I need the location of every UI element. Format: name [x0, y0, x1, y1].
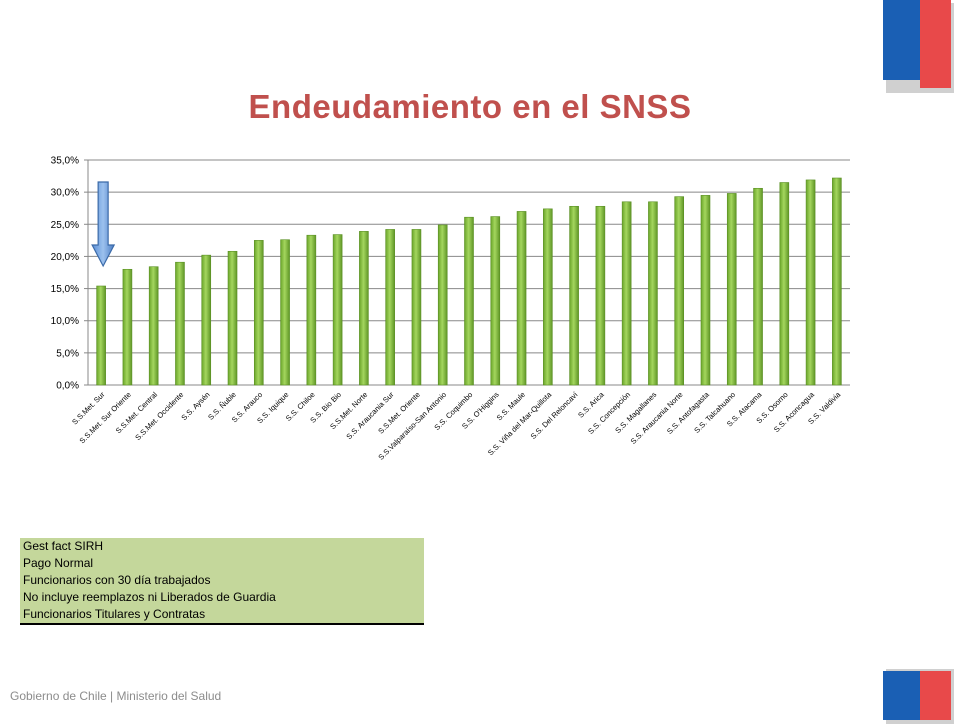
notes-line: Funcionarios con 30 día trabajados [23, 573, 211, 587]
bar [201, 254, 212, 386]
bar [621, 201, 632, 386]
notes-line: Gest fact SIRH [23, 539, 104, 553]
bar [227, 250, 238, 386]
notes-line: Pago Normal [23, 556, 94, 570]
bar [543, 208, 553, 386]
slide-title: Endeudamiento en el SNSS [248, 88, 692, 125]
bar [385, 229, 395, 386]
bar [516, 211, 527, 386]
notes-box: Gest fact SIRH Pago Normal Funcionarios co… [20, 538, 424, 625]
x-tick-label: S.S.Met. Occidente [133, 390, 185, 442]
bar [437, 224, 448, 386]
bar [674, 196, 685, 386]
y-tick-label: 0,0% [56, 381, 79, 392]
bar-chart: 0,0% 5,0% 10,0% 15,0% 20,0% 25,0% 30,0% 35,0% S… [51, 156, 850, 462]
down-arrow-icon [91, 181, 116, 268]
y-tick-label: 35,0% [51, 156, 79, 167]
bar [253, 240, 264, 386]
bar [280, 239, 290, 386]
bar [306, 234, 317, 386]
highlight-arrow [91, 181, 116, 268]
y-tick-label: 20,0% [51, 252, 79, 263]
bar [595, 205, 606, 386]
bar [464, 216, 474, 386]
bar [332, 234, 343, 386]
notes-line: Funcionarios Titulares y Contratas [23, 607, 206, 621]
x-tick-label: S.S. Aysén [179, 390, 211, 422]
bar [490, 216, 501, 386]
footer-text: Gobierno de Chile | Ministerio del Salud [10, 689, 222, 703]
y-tick-label: 10,0% [51, 316, 79, 327]
bar [569, 205, 579, 386]
bar [779, 182, 790, 386]
bar [359, 231, 369, 386]
bar [96, 285, 106, 386]
bar [148, 266, 159, 386]
x-tick-label: S.S. Del Reloncaví [529, 389, 581, 441]
bar [700, 195, 711, 386]
chart-bars [96, 177, 842, 386]
y-tick-label: 30,0% [51, 188, 79, 199]
y-tick-label: 15,0% [51, 284, 79, 295]
notes-line: No incluye reemplazos ni Liberados de Gu… [23, 590, 276, 604]
bar [122, 268, 133, 386]
bar [175, 261, 185, 386]
y-tick-label: 5,0% [56, 348, 79, 359]
y-axis-ticks: 0,0% 5,0% 10,0% 15,0% 20,0% 25,0% 30,0% 35,0% [51, 156, 79, 392]
bar [411, 229, 422, 386]
bar [805, 179, 816, 386]
bar [648, 201, 658, 386]
bar [726, 193, 737, 386]
y-tick-label: 25,0% [51, 220, 79, 231]
x-tick-label: S.S. Araucania Sur [344, 390, 396, 442]
bar [832, 177, 842, 386]
bar [753, 187, 763, 386]
